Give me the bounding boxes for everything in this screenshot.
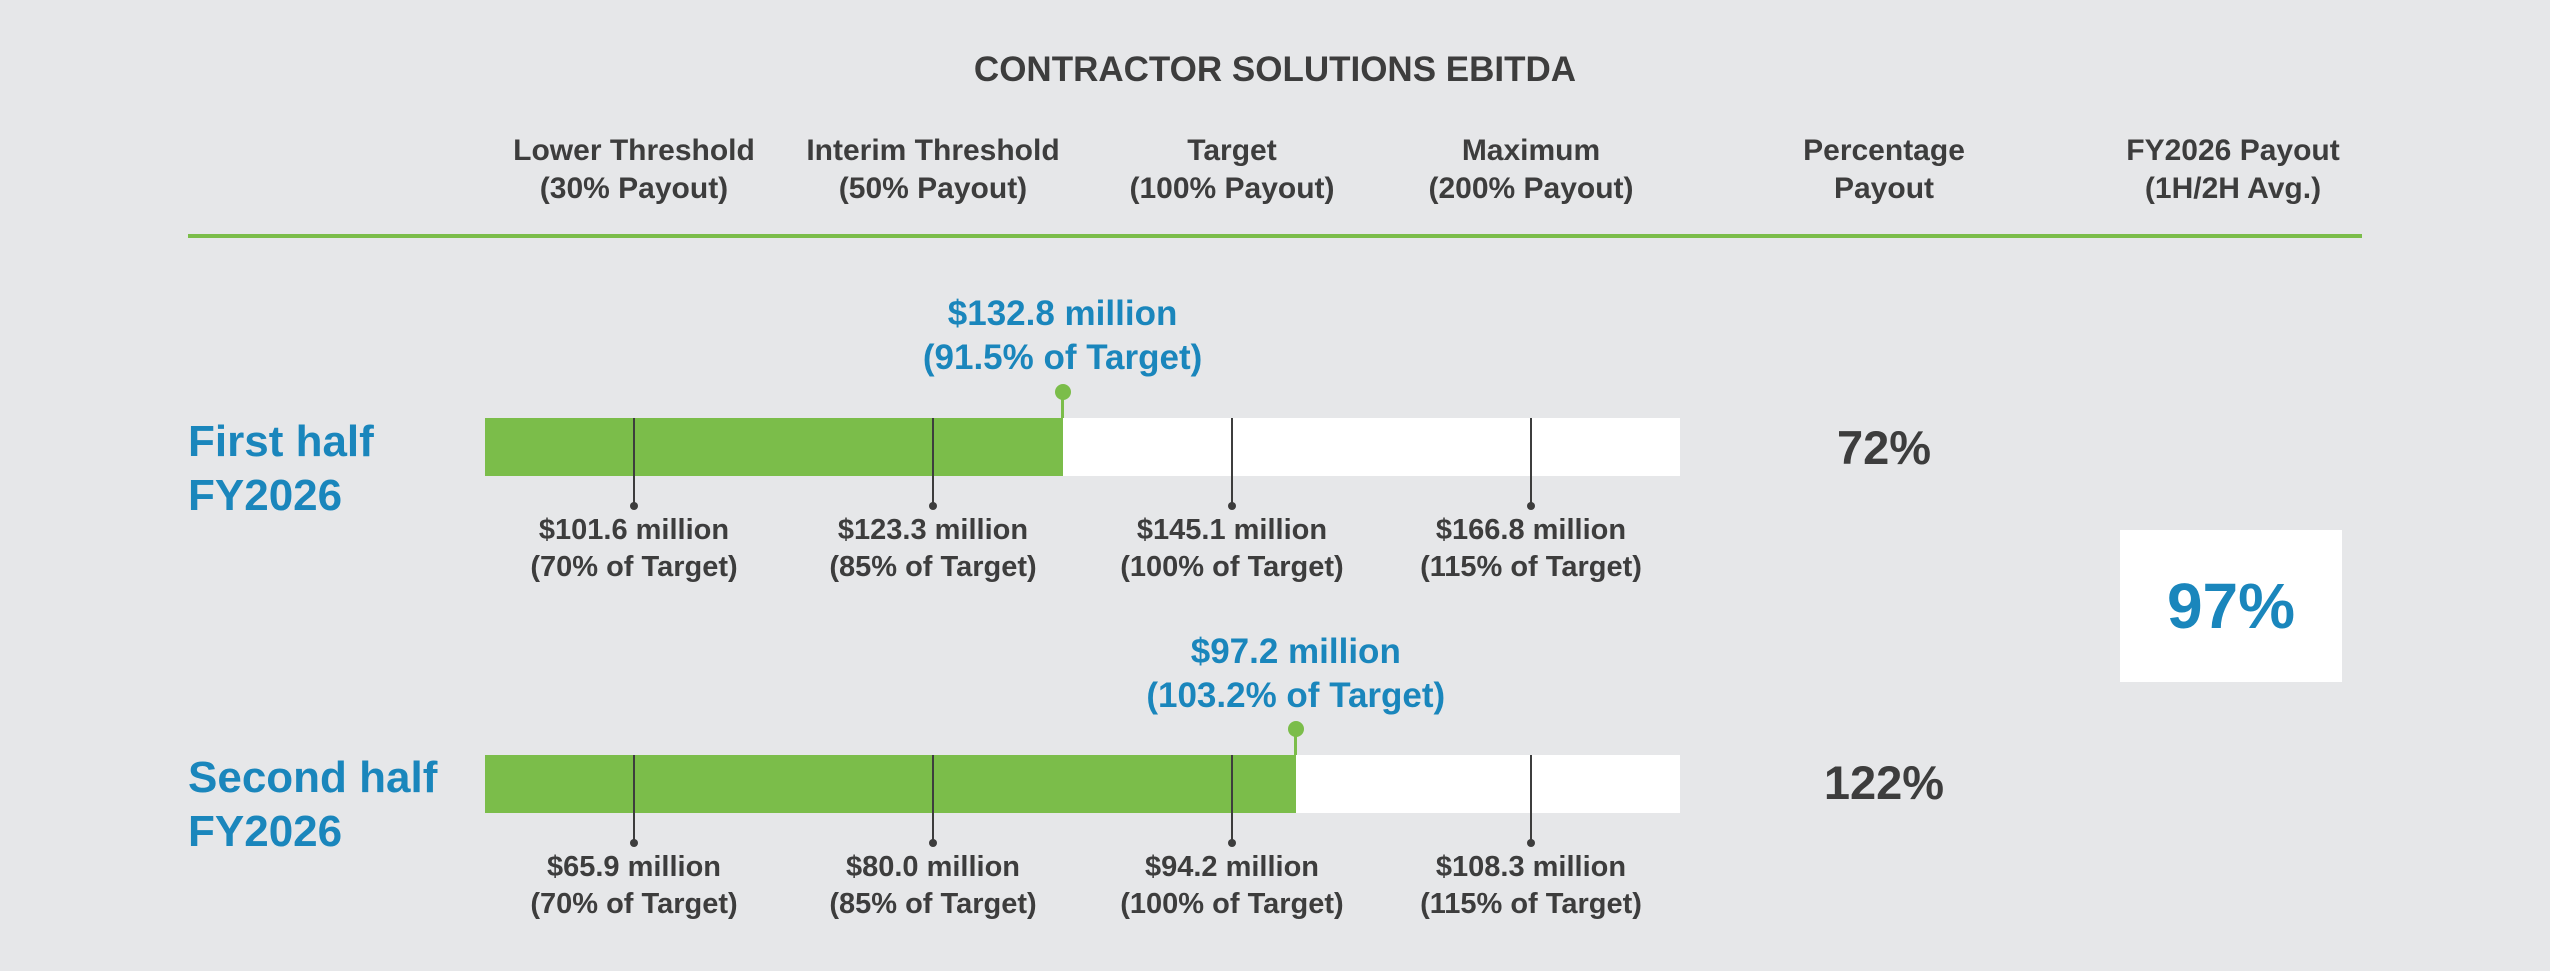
threshold-label: $65.9 million (70% of Target) — [484, 849, 784, 923]
column-header-line1: FY2026 Payout — [2126, 134, 2340, 167]
threshold-tick-dot — [929, 839, 937, 847]
percentage-payout: 122% — [1823, 756, 1945, 809]
column-header-line1: Lower Threshold — [513, 134, 755, 167]
column-header-line1: Percentage — [1803, 134, 1965, 167]
threshold-tick-dot — [1527, 502, 1535, 510]
threshold-tick — [932, 418, 934, 506]
threshold-tick-dot — [630, 839, 638, 847]
chart-title: CONTRACTOR SOLUTIONS EBITDA — [973, 50, 1577, 89]
row-label-line: FY2026 — [188, 471, 343, 520]
column-header-line2: (30% Payout) — [539, 172, 729, 205]
row-label-line: Second half — [188, 753, 438, 802]
threshold-tick — [1231, 418, 1233, 506]
column-header-line1: Interim Threshold — [806, 134, 1060, 167]
threshold-label-value: $94.2 million — [1144, 851, 1320, 883]
threshold-tick-dot — [630, 502, 638, 510]
fy-payout-value: 97% — [2166, 570, 2296, 642]
actual-value-line: (103.2% of Target) — [1146, 676, 1446, 715]
column-header-line1: Maximum — [1461, 134, 1601, 167]
threshold-label: $108.3 million (115% of Target) — [1381, 849, 1681, 923]
bar-fill — [485, 755, 1296, 813]
threshold-tick — [1231, 755, 1233, 843]
threshold-label: $94.2 million (100% of Target) — [1082, 849, 1382, 923]
column-header-line2: (200% Payout) — [1428, 172, 1634, 205]
row-label: Second half FY2026 — [188, 751, 437, 859]
threshold-label-pct: (115% of Target) — [1420, 888, 1642, 920]
column-header-line1: Target — [1187, 134, 1277, 167]
threshold-label-pct: (85% of Target) — [829, 888, 1037, 920]
threshold-label-value: $123.3 million — [837, 514, 1029, 546]
threshold-label: $80.0 million (85% of Target) — [783, 849, 1083, 923]
actual-marker-dot — [1287, 721, 1304, 737]
actual-value-line: $132.8 million — [947, 294, 1178, 333]
threshold-label-pct: (85% of Target) — [829, 551, 1037, 583]
threshold-tick-dot — [1228, 839, 1236, 847]
threshold-label-value: $108.3 million — [1435, 851, 1627, 883]
actual-marker-dot — [1054, 384, 1071, 400]
column-header: FY2026 Payout (1H/2H Avg.) — [2073, 132, 2393, 208]
threshold-label-value: $80.0 million — [845, 851, 1021, 883]
threshold-tick — [633, 755, 635, 843]
threshold-tick-dot — [1228, 502, 1236, 510]
threshold-label-value: $101.6 million — [538, 514, 730, 546]
threshold-label-pct: (115% of Target) — [1420, 551, 1642, 583]
threshold-tick — [633, 418, 635, 506]
threshold-label-value: $65.9 million — [546, 851, 722, 883]
column-header-line2: (100% Payout) — [1129, 172, 1335, 205]
row-label: First half FY2026 — [188, 415, 374, 523]
row-label-line: FY2026 — [188, 807, 343, 856]
threshold-label-pct: (100% of Target) — [1120, 888, 1344, 920]
threshold-label: $145.1 million (100% of Target) — [1082, 512, 1382, 586]
threshold-tick-dot — [1527, 839, 1535, 847]
bar-track — [485, 418, 1680, 476]
actual-value-label: $132.8 million (91.5% of Target) — [853, 292, 1273, 380]
threshold-label-pct: (100% of Target) — [1120, 551, 1344, 583]
column-header-line2: (50% Payout) — [838, 172, 1028, 205]
actual-value-line: (91.5% of Target) — [922, 338, 1203, 377]
threshold-tick — [1530, 418, 1532, 506]
header-divider — [188, 234, 2362, 238]
threshold-label-value: $145.1 million — [1136, 514, 1328, 546]
threshold-label: $123.3 million (85% of Target) — [783, 512, 1083, 586]
bar-track — [485, 755, 1680, 813]
column-header: Target (100% Payout) — [1072, 132, 1392, 208]
percentage-payout: 72% — [1836, 421, 1932, 474]
row-label-line: First half — [188, 417, 374, 466]
actual-value-label: $97.2 million (103.2% of Target) — [1086, 630, 1506, 718]
threshold-label-value: $166.8 million — [1435, 514, 1627, 546]
bar-fill — [485, 418, 1063, 476]
column-header: Percentage Payout — [1724, 132, 2044, 208]
actual-marker-line — [1061, 392, 1065, 418]
fy-payout-box: 97% — [2120, 530, 2342, 682]
column-header-line2: (1H/2H Avg.) — [2144, 172, 2322, 205]
threshold-label: $166.8 million (115% of Target) — [1381, 512, 1681, 586]
column-header: Maximum (200% Payout) — [1371, 132, 1691, 208]
actual-value-line: $97.2 million — [1190, 632, 1401, 671]
threshold-tick — [932, 755, 934, 843]
threshold-label-pct: (70% of Target) — [530, 888, 738, 920]
threshold-tick — [1530, 755, 1532, 843]
threshold-label-pct: (70% of Target) — [530, 551, 738, 583]
actual-marker-line — [1294, 729, 1298, 755]
column-header: Lower Threshold (30% Payout) — [474, 132, 794, 208]
column-header: Interim Threshold (50% Payout) — [773, 132, 1093, 208]
threshold-tick-dot — [929, 502, 937, 510]
threshold-label: $101.6 million (70% of Target) — [484, 512, 784, 586]
column-header-line2: Payout — [1833, 172, 1935, 205]
